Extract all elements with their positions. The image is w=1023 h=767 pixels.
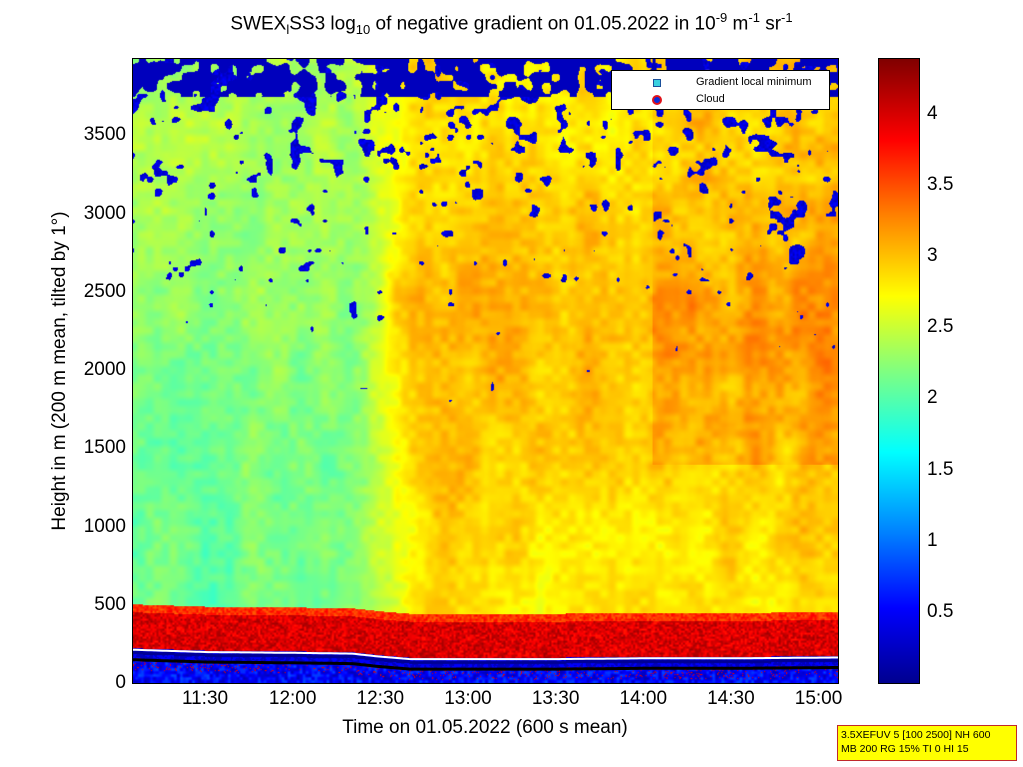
legend-label: Cloud bbox=[696, 93, 725, 105]
y-tick-label: 1500 bbox=[83, 437, 126, 459]
parameter-info-box: 3.5XEFUV 5 [100 2500] NH 600 MB 200 RG 1… bbox=[837, 725, 1017, 761]
x-tick-label: 13:30 bbox=[531, 688, 580, 709]
x-tick-label: 12:00 bbox=[268, 688, 317, 709]
x-axis-label: Time on 01.05.2022 (600 s mean) bbox=[342, 717, 628, 738]
y-tick-label: 1000 bbox=[83, 515, 126, 537]
circle-marker-icon bbox=[652, 95, 662, 105]
colorbar-tick-label: 0.5 bbox=[927, 600, 954, 622]
y-tick-label: 500 bbox=[94, 593, 126, 615]
boundary-layer-line bbox=[133, 648, 838, 661]
x-tick-label: 12:30 bbox=[356, 688, 405, 709]
heatmap-image bbox=[133, 59, 838, 683]
colorbar-tick-label: 2.5 bbox=[927, 316, 954, 338]
legend-entry-gradient-minimum: Gradient local minimum bbox=[612, 74, 829, 92]
colorbar-tick-label: 4 bbox=[927, 102, 938, 124]
x-tick-label: 14:00 bbox=[619, 688, 668, 709]
ground-line bbox=[133, 658, 838, 671]
info-line-2: MB 200 RG 15% TI 0 HI 15 bbox=[841, 743, 969, 755]
x-tick-label: 13:00 bbox=[444, 688, 492, 709]
legend-entry-cloud: Cloud bbox=[612, 91, 829, 109]
boundary-layer-overlay bbox=[133, 648, 838, 671]
plot-area bbox=[132, 58, 839, 684]
legend: Gradient local minimum Cloud bbox=[611, 70, 830, 110]
colorbar bbox=[878, 58, 920, 684]
square-marker-icon bbox=[653, 79, 661, 87]
y-tick-label: 2500 bbox=[83, 280, 126, 302]
colorbar-tick-label: 1 bbox=[927, 529, 938, 551]
y-tick-label: 0 bbox=[115, 672, 126, 693]
x-tick-label: 14:30 bbox=[707, 688, 755, 709]
x-tick-label: 11:30 bbox=[181, 688, 229, 709]
colorbar-tick-label: 3.5 bbox=[927, 174, 954, 196]
x-tick-label: 15:00 bbox=[794, 688, 843, 709]
y-tick-label: 3500 bbox=[83, 124, 126, 146]
legend-label: Gradient local minimum bbox=[696, 76, 812, 88]
colorbar-tick-label: 2 bbox=[927, 387, 938, 409]
colorbar-tick-label: 3 bbox=[927, 245, 938, 267]
chart-title: SWEXlSS3 log10 of negative gradient on 0… bbox=[230, 10, 793, 38]
y-tick-label: 2000 bbox=[83, 359, 126, 380]
info-line-1: 3.5XEFUV 5 [100 2500] NH 600 bbox=[841, 729, 991, 741]
colorbar-tick-label: 1.5 bbox=[927, 458, 954, 480]
y-tick-label: 3000 bbox=[83, 202, 126, 224]
